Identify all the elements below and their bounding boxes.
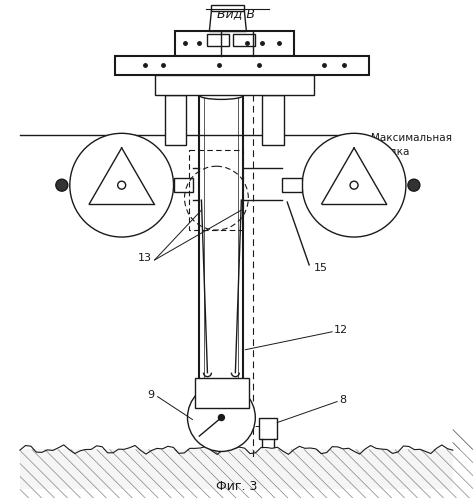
Bar	[262, 95, 284, 145]
Bar	[259, 418, 277, 440]
Bar	[20, 450, 453, 490]
Circle shape	[118, 181, 126, 189]
Bar	[20, 455, 453, 499]
Circle shape	[188, 384, 255, 452]
Text: 12: 12	[334, 325, 348, 335]
Text: Фиг. 3: Фиг. 3	[216, 480, 257, 493]
Bar	[115, 55, 369, 75]
Bar	[195, 378, 249, 408]
Circle shape	[219, 415, 224, 421]
Bar	[211, 4, 244, 10]
Circle shape	[70, 133, 173, 237]
Bar	[233, 33, 255, 45]
Bar	[164, 95, 186, 145]
Circle shape	[56, 179, 68, 191]
Text: 8: 8	[339, 395, 346, 405]
Bar	[155, 75, 314, 95]
Text: 15: 15	[314, 263, 328, 273]
Bar	[190, 150, 243, 230]
Ellipse shape	[200, 91, 243, 99]
Circle shape	[350, 181, 358, 189]
Bar	[282, 178, 302, 192]
Text: Максимальная
осадка: Максимальная осадка	[371, 133, 452, 157]
Text: Вид В: Вид В	[218, 6, 255, 19]
Bar	[173, 178, 193, 192]
Circle shape	[408, 179, 420, 191]
Text: 13: 13	[137, 253, 152, 263]
Bar	[174, 30, 294, 55]
Circle shape	[302, 133, 406, 237]
Bar	[208, 33, 229, 45]
Text: 9: 9	[147, 390, 155, 400]
